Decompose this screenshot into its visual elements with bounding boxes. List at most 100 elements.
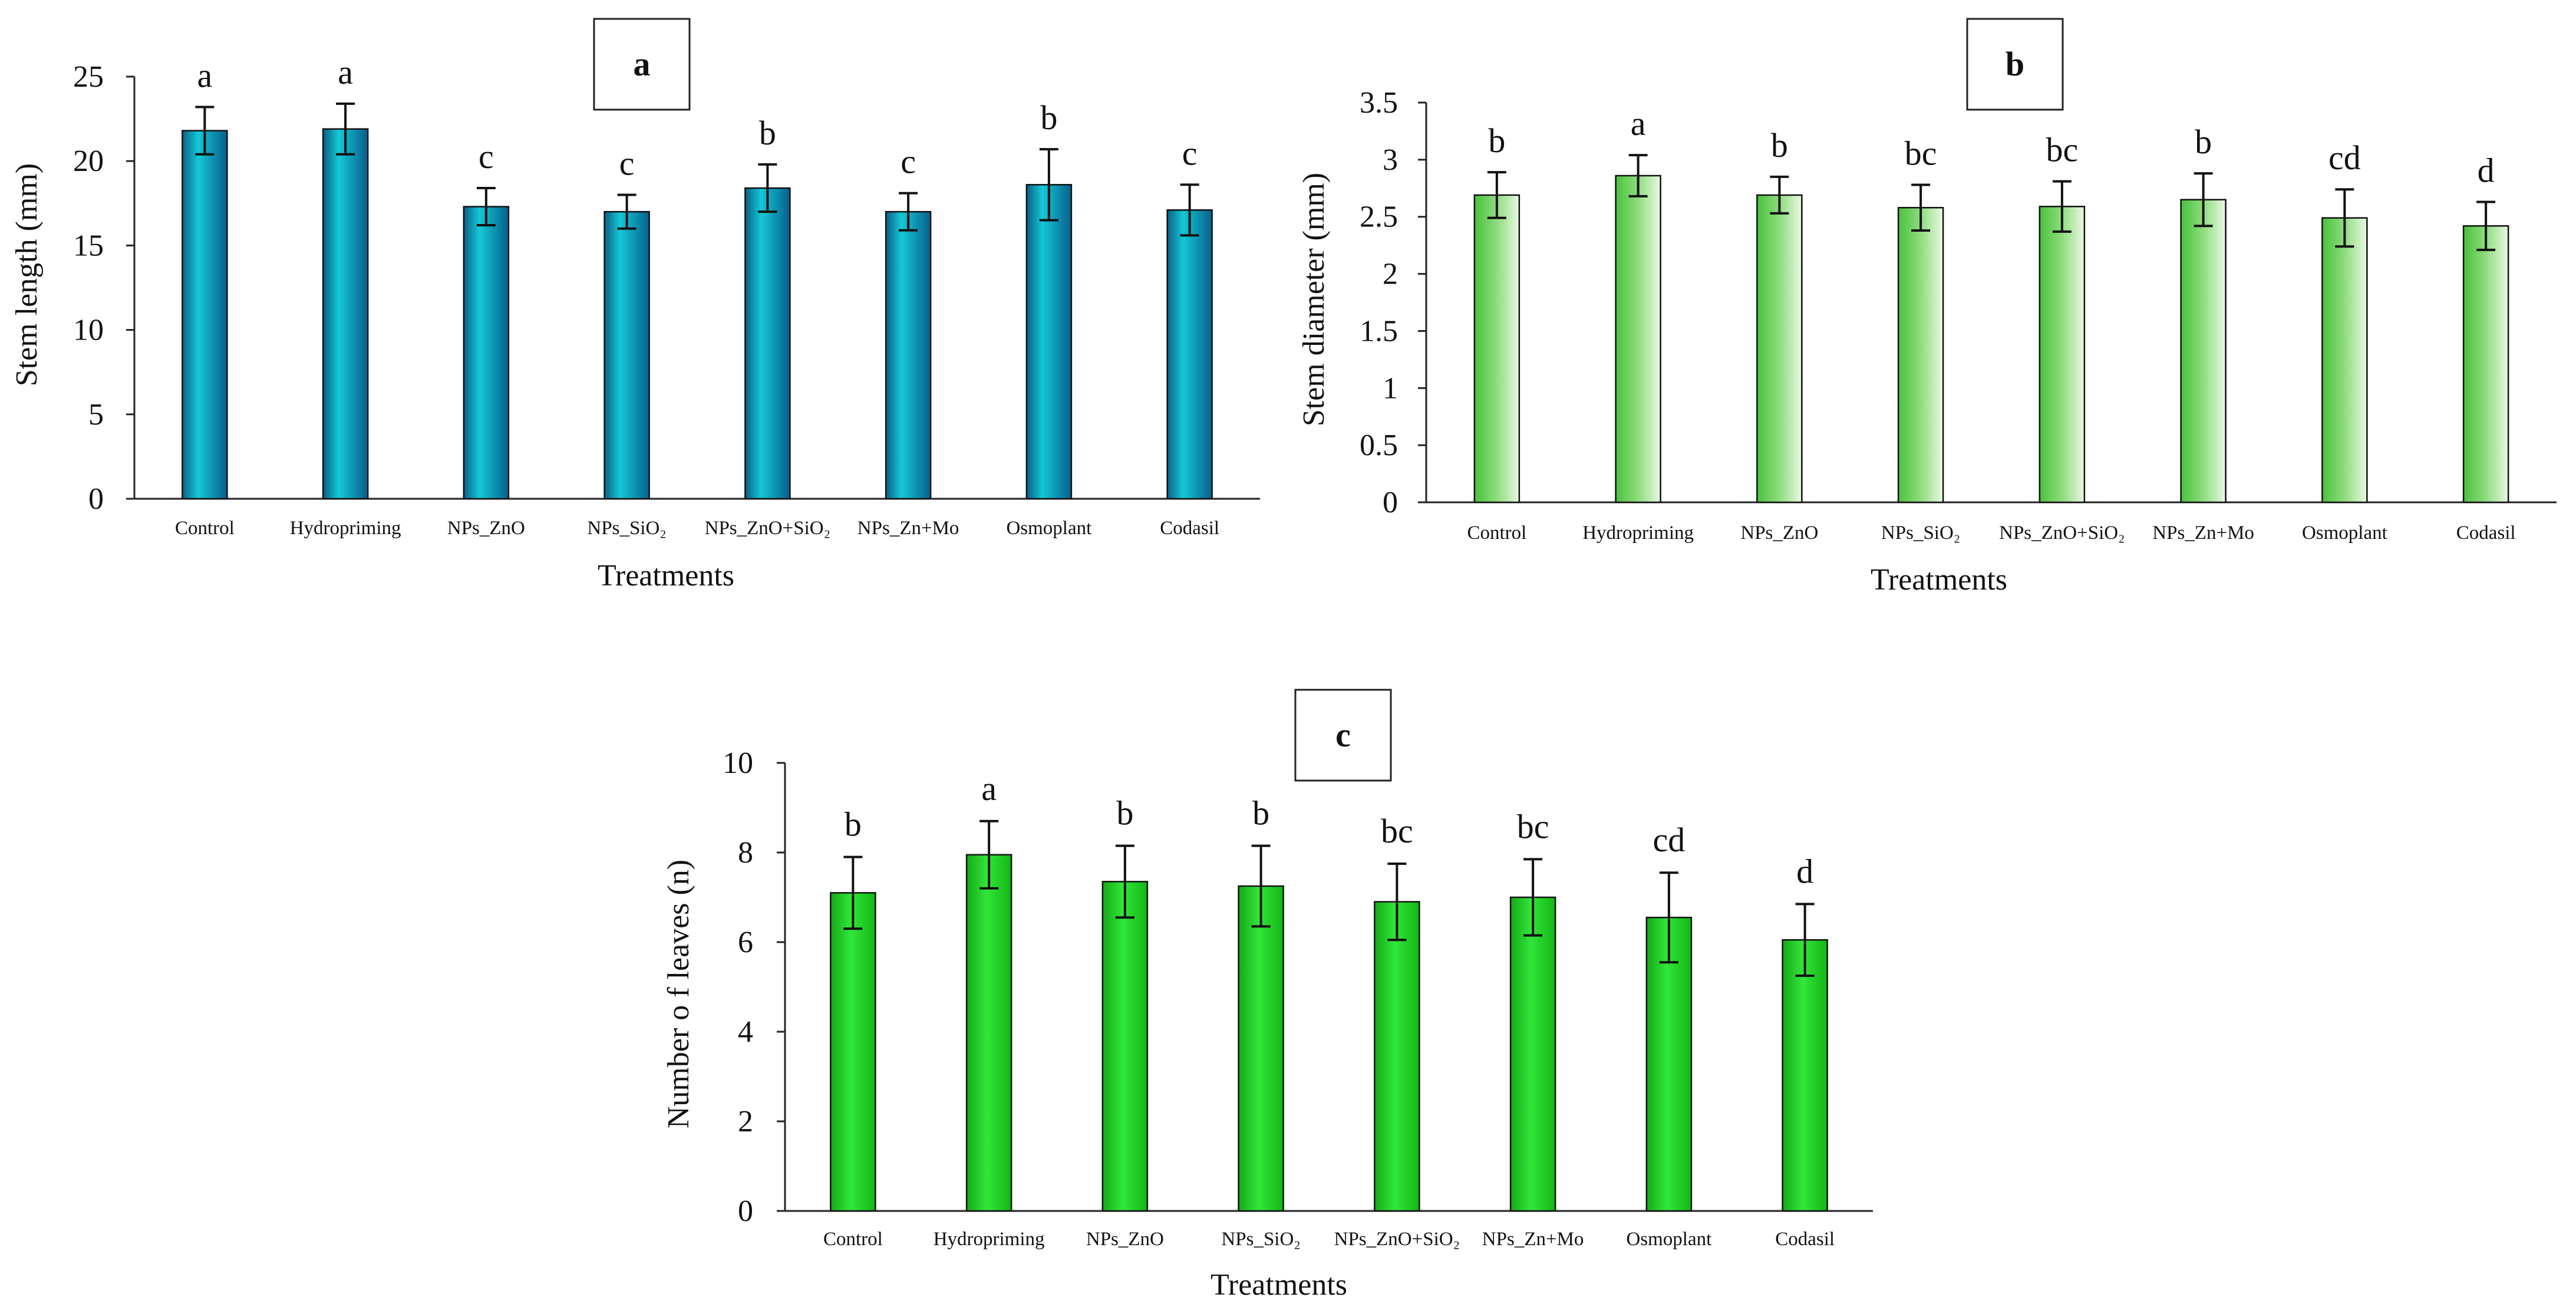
category-label: Osmoplant <box>1626 1229 1711 1250</box>
chart-panel-b: b Stem diameter (mm) Treatments 0 0.5 1 1.5… <box>1297 18 2557 597</box>
y-tick-label: 0.5 <box>1360 429 1398 462</box>
bar <box>744 187 791 500</box>
y-tick-label: 2.5 <box>1360 200 1398 234</box>
y-tick-label: 8 <box>738 836 753 870</box>
category-label: NPs_ZnO+SiO₂ <box>1999 522 2125 544</box>
panel-label-box <box>1966 18 2064 111</box>
significance-letter: b <box>2195 123 2212 161</box>
y-tick-label: 3.5 <box>1360 86 1398 120</box>
significance-letter: cd <box>1653 821 1686 859</box>
y-tick-label: 15 <box>73 229 104 262</box>
bar <box>182 130 228 500</box>
significance-letter: bc <box>1517 807 1549 845</box>
significance-letter: c <box>619 144 635 182</box>
panel-label: b <box>2006 45 2024 83</box>
category-label: Control <box>1467 522 1526 544</box>
category-label: NPs_ZnO <box>447 518 525 539</box>
bar <box>1473 194 1520 503</box>
significance-letter: d <box>2478 152 2495 190</box>
bar <box>1897 206 1944 503</box>
panel-label: a <box>634 45 651 83</box>
bar <box>463 206 510 500</box>
significance-letter: a <box>338 53 353 91</box>
y-tick-label: 0 <box>738 1194 753 1228</box>
y-tick-label: 3 <box>1383 143 1398 177</box>
bar <box>1756 194 1803 503</box>
panel-label-box <box>1294 689 1392 782</box>
y-tick-label: 4 <box>738 1015 753 1049</box>
y-tick-label: 2 <box>1383 258 1398 291</box>
category-label: Control <box>823 1229 883 1250</box>
y-tick-label: 2 <box>738 1105 753 1138</box>
category-label: NPs_SiO₂ <box>587 518 666 539</box>
panel-label-box <box>593 18 691 111</box>
significance-letter: b <box>1771 126 1788 164</box>
y-tick-label: 1.5 <box>1360 314 1398 348</box>
y-tick-label: 5 <box>88 398 104 432</box>
bar <box>885 210 932 500</box>
category-label: Control <box>175 518 235 539</box>
category-label: Osmoplant <box>2302 522 2387 544</box>
bars-group: 0 2 4 6 8 10 b Control a Hydropriming b NPs_ZnO b NPs… <box>723 746 1873 1250</box>
category-label: NPs_ZnO <box>1740 522 1818 544</box>
category-label: Codasil <box>1160 518 1219 539</box>
y-tick-label: 25 <box>73 60 104 94</box>
bar <box>2180 199 2227 503</box>
significance-letter: a <box>1631 104 1646 143</box>
x-axis-title: Treatments <box>1211 1268 1347 1302</box>
category-label: Codasil <box>2456 522 2516 544</box>
bar <box>2462 225 2509 503</box>
significance-letter: b <box>1488 121 1505 160</box>
y-tick-label: 0 <box>1383 486 1398 519</box>
bar <box>1374 901 1420 1212</box>
significance-letter: b <box>1040 98 1057 137</box>
y-axis-title: Stem length (mm) <box>10 163 44 386</box>
significance-letter: bc <box>1905 134 1937 172</box>
y-axis-title: Stem diameter (mm) <box>1297 173 1331 426</box>
bar <box>1025 184 1073 500</box>
significance-letter: b <box>1252 794 1269 832</box>
significance-letter: b <box>845 805 862 844</box>
significance-letter: a <box>981 769 997 808</box>
bar <box>1166 209 1213 500</box>
bar <box>830 892 876 1212</box>
y-tick-label: 6 <box>738 926 753 959</box>
category-label: Hydropriming <box>1582 522 1694 544</box>
bar <box>1238 885 1284 1212</box>
category-label: NPs_Zn+Mo <box>857 518 959 539</box>
significance-letter: b <box>1116 794 1133 832</box>
chart-panel-c: c Number o f leaves (n) Treatments 0 2 4 6 8… <box>662 689 1873 1302</box>
significance-letter: cd <box>2328 139 2361 177</box>
category-label: NPs_Zn+Mo <box>1482 1229 1584 1250</box>
category-label: NPs_ZnO <box>1086 1229 1164 1250</box>
category-label: Hydropriming <box>290 518 401 539</box>
bars-group: 0 5 10 15 20 25 a Control a Hydropriming c NPs_ZnO c… <box>73 53 1260 539</box>
significance-letter: c <box>479 137 494 176</box>
category-label: Osmoplant <box>1006 518 1091 539</box>
significance-letter: a <box>197 57 213 95</box>
category-label: NPs_Zn+Mo <box>2152 522 2254 544</box>
bar <box>1615 175 1661 503</box>
significance-letter: bc <box>1381 812 1413 850</box>
y-tick-label: 1 <box>1383 371 1398 405</box>
category-label: NPs_ZnO+SiO₂ <box>1334 1229 1460 1250</box>
significance-letter: c <box>1182 134 1198 172</box>
bar <box>1782 939 1828 1212</box>
bar <box>322 128 369 500</box>
chart-panel-a: a Stem length (mm) Treatments 0 5 10 15 20 25… <box>10 18 1260 593</box>
significance-letter: bc <box>2046 131 2079 169</box>
bar <box>1509 896 1556 1212</box>
panel-label: c <box>1335 716 1351 754</box>
bar <box>1101 881 1149 1212</box>
x-axis-title: Treatments <box>598 559 734 593</box>
bar <box>965 854 1012 1212</box>
bar <box>2321 217 2368 503</box>
bars-group: 0 0.5 1 1.5 2 2.5 3 3.5 b Control a Hydropriming b NP… <box>1360 86 2557 544</box>
y-axis-title: Number o f leaves (n) <box>662 860 695 1128</box>
y-tick-label: 10 <box>723 746 753 780</box>
y-tick-label: 0 <box>88 482 104 516</box>
category-label: NPs_ZnO+SiO₂ <box>705 518 831 539</box>
category-label: NPs_SiO₂ <box>1881 522 1960 544</box>
bar <box>603 210 650 500</box>
